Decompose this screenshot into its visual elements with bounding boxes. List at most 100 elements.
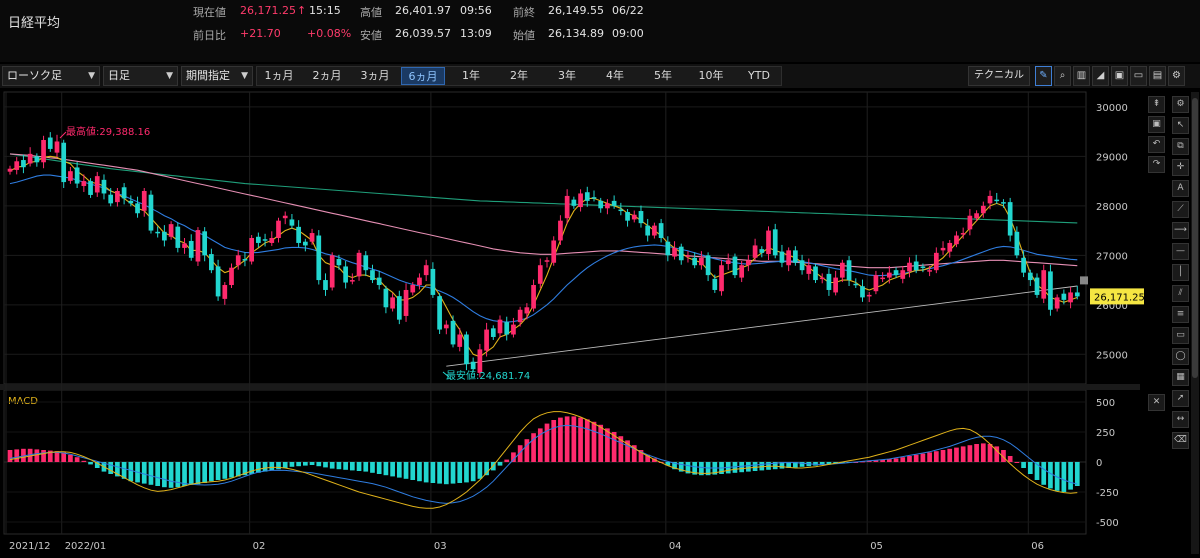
fib-icon[interactable]: ≡ bbox=[1172, 306, 1189, 323]
macd-histogram-bar bbox=[81, 460, 87, 462]
period-button-2[interactable]: 2ヵ月 bbox=[312, 69, 342, 82]
technical-button[interactable]: テクニカル bbox=[968, 66, 1030, 86]
period-button-5[interactable]: 1年 bbox=[462, 69, 480, 82]
candle-body bbox=[645, 225, 651, 236]
undo-icon[interactable]: ↶ bbox=[1148, 136, 1165, 153]
image-icon[interactable]: ▤ bbox=[1149, 66, 1166, 86]
range-mode-select[interactable]: 期間指定 ▼ bbox=[181, 66, 253, 86]
redo-icon[interactable]: ↷ bbox=[1148, 156, 1165, 173]
high-value: 26,401.97 bbox=[395, 4, 451, 17]
lock-icon[interactable]: ▣ bbox=[1148, 116, 1165, 133]
candle-body bbox=[967, 215, 973, 230]
ma-short-line bbox=[9, 155, 1078, 358]
grid-icon[interactable]: ▦ bbox=[1172, 369, 1189, 386]
macd-histogram-bar bbox=[873, 460, 879, 462]
macd-histogram-bar bbox=[182, 462, 187, 486]
vertical-scrollbar[interactable] bbox=[1191, 92, 1199, 554]
period-button-7[interactable]: 3年 bbox=[558, 69, 576, 82]
candle-body bbox=[1048, 271, 1053, 310]
save-icon[interactable]: ▣ bbox=[1111, 66, 1128, 86]
macd-histogram-bar bbox=[430, 462, 436, 483]
macd-histogram-bar bbox=[477, 462, 483, 479]
ma-xlong-line bbox=[9, 153, 1078, 224]
candle-body bbox=[101, 179, 107, 194]
arrow-icon[interactable]: ➚ bbox=[1172, 390, 1189, 407]
candle-body bbox=[759, 249, 765, 253]
x-tick-label: 03 bbox=[434, 541, 447, 552]
macd-histogram-bar bbox=[41, 450, 46, 462]
measure-icon[interactable]: ↔ bbox=[1172, 411, 1189, 428]
macd-histogram-bar bbox=[376, 462, 382, 474]
candle-body bbox=[323, 280, 328, 290]
candle-body bbox=[551, 240, 557, 263]
candle-body bbox=[793, 250, 798, 263]
candle-body bbox=[873, 275, 879, 292]
macd-histogram-bar bbox=[564, 416, 570, 462]
period-button-4[interactable]: 6ヵ月 bbox=[401, 67, 445, 85]
candle-body bbox=[980, 205, 986, 214]
prev-close-date: 06/22 bbox=[612, 4, 644, 17]
period-button-10[interactable]: 10年 bbox=[698, 69, 724, 82]
ray-icon[interactable]: ⟶ bbox=[1172, 222, 1189, 239]
candle-body bbox=[954, 235, 959, 245]
area-chart-icon[interactable]: ◢ bbox=[1092, 66, 1109, 86]
macd-histogram-bar bbox=[900, 457, 906, 462]
x-tick-label: 04 bbox=[669, 541, 682, 552]
macd-histogram-bar bbox=[578, 417, 583, 462]
ellipse-icon[interactable]: ◯ bbox=[1172, 348, 1189, 365]
zoom-icon[interactable]: ⌕ bbox=[1054, 66, 1071, 86]
period-button-6[interactable]: 2年 bbox=[510, 69, 528, 82]
candle-body bbox=[1034, 277, 1040, 295]
scrollbar-thumb[interactable] bbox=[1192, 98, 1198, 378]
settings-icon[interactable]: ⚙ bbox=[1172, 96, 1189, 113]
pin-icon[interactable]: ⇞ bbox=[1148, 96, 1165, 113]
macd-histogram-bar bbox=[994, 446, 1000, 462]
cursor-icon[interactable]: ↖ bbox=[1172, 117, 1189, 134]
copy-icon[interactable]: ⧉ bbox=[1172, 138, 1189, 155]
rect-icon[interactable]: ▭ bbox=[1172, 327, 1189, 344]
channel-icon[interactable]: ⫽ bbox=[1172, 285, 1189, 302]
text-icon[interactable]: A bbox=[1172, 180, 1189, 197]
candle-body bbox=[853, 283, 859, 286]
line-icon[interactable]: ⟋ bbox=[1172, 201, 1189, 218]
price-tick-label: 29000 bbox=[1096, 152, 1128, 163]
close-macd-icon[interactable]: ✕ bbox=[1148, 394, 1165, 411]
period-button-3[interactable]: 3ヵ月 bbox=[360, 69, 390, 82]
hline-icon[interactable]: — bbox=[1172, 243, 1189, 260]
period-button-9[interactable]: 5年 bbox=[654, 69, 672, 82]
period-selector: 1ヵ月 2ヵ月 3ヵ月 6ヵ月 1年 2年 3年 4年 5年 10年 YTD bbox=[256, 66, 782, 86]
vline-icon[interactable]: │ bbox=[1172, 264, 1189, 281]
period-button-11[interactable]: YTD bbox=[748, 69, 770, 82]
macd-histogram-bar bbox=[155, 462, 161, 486]
prev-close-label: 前終 bbox=[513, 6, 535, 19]
candle-body bbox=[282, 215, 288, 219]
candle-icon[interactable]: ▥ bbox=[1073, 66, 1090, 86]
folder-icon[interactable]: ▭ bbox=[1130, 66, 1147, 86]
candle-body bbox=[511, 324, 516, 335]
macd-histogram-bar bbox=[672, 462, 677, 470]
candle-body bbox=[21, 160, 26, 168]
candle-body bbox=[81, 181, 87, 187]
period-button-8[interactable]: 4年 bbox=[606, 69, 624, 82]
macd-histogram-bar bbox=[88, 462, 93, 465]
pencil-icon[interactable]: ✎ bbox=[1035, 66, 1052, 86]
macd-tick-label: 500 bbox=[1096, 398, 1115, 409]
candle-body bbox=[396, 296, 402, 320]
candle-body bbox=[618, 209, 624, 212]
gear-icon[interactable]: ⚙ bbox=[1168, 66, 1185, 86]
macd-histogram-bar bbox=[504, 459, 510, 462]
period-button-1[interactable]: 1ヵ月 bbox=[264, 69, 294, 82]
high-annotation: 最高値:29,388.16 bbox=[66, 125, 150, 138]
prev-close-value: 26,149.55 bbox=[548, 4, 604, 17]
chevron-down-icon: ▼ bbox=[166, 71, 173, 81]
interval-select[interactable]: 日足 ▼ bbox=[103, 66, 178, 86]
chart-type-select[interactable]: ローソク足 ▼ bbox=[2, 66, 100, 86]
macd-histogram-bar bbox=[276, 462, 281, 470]
candle-body bbox=[880, 277, 885, 280]
candle-body bbox=[665, 241, 671, 256]
crosshair-icon[interactable]: ✛ bbox=[1172, 159, 1189, 176]
eraser-icon[interactable]: ⌫ bbox=[1172, 432, 1189, 449]
quote-header: 日経平均 現在値 26,171.25 ↑ 15:15 高値 26,401.97 … bbox=[0, 0, 1200, 62]
macd-histogram-bar bbox=[752, 462, 758, 471]
